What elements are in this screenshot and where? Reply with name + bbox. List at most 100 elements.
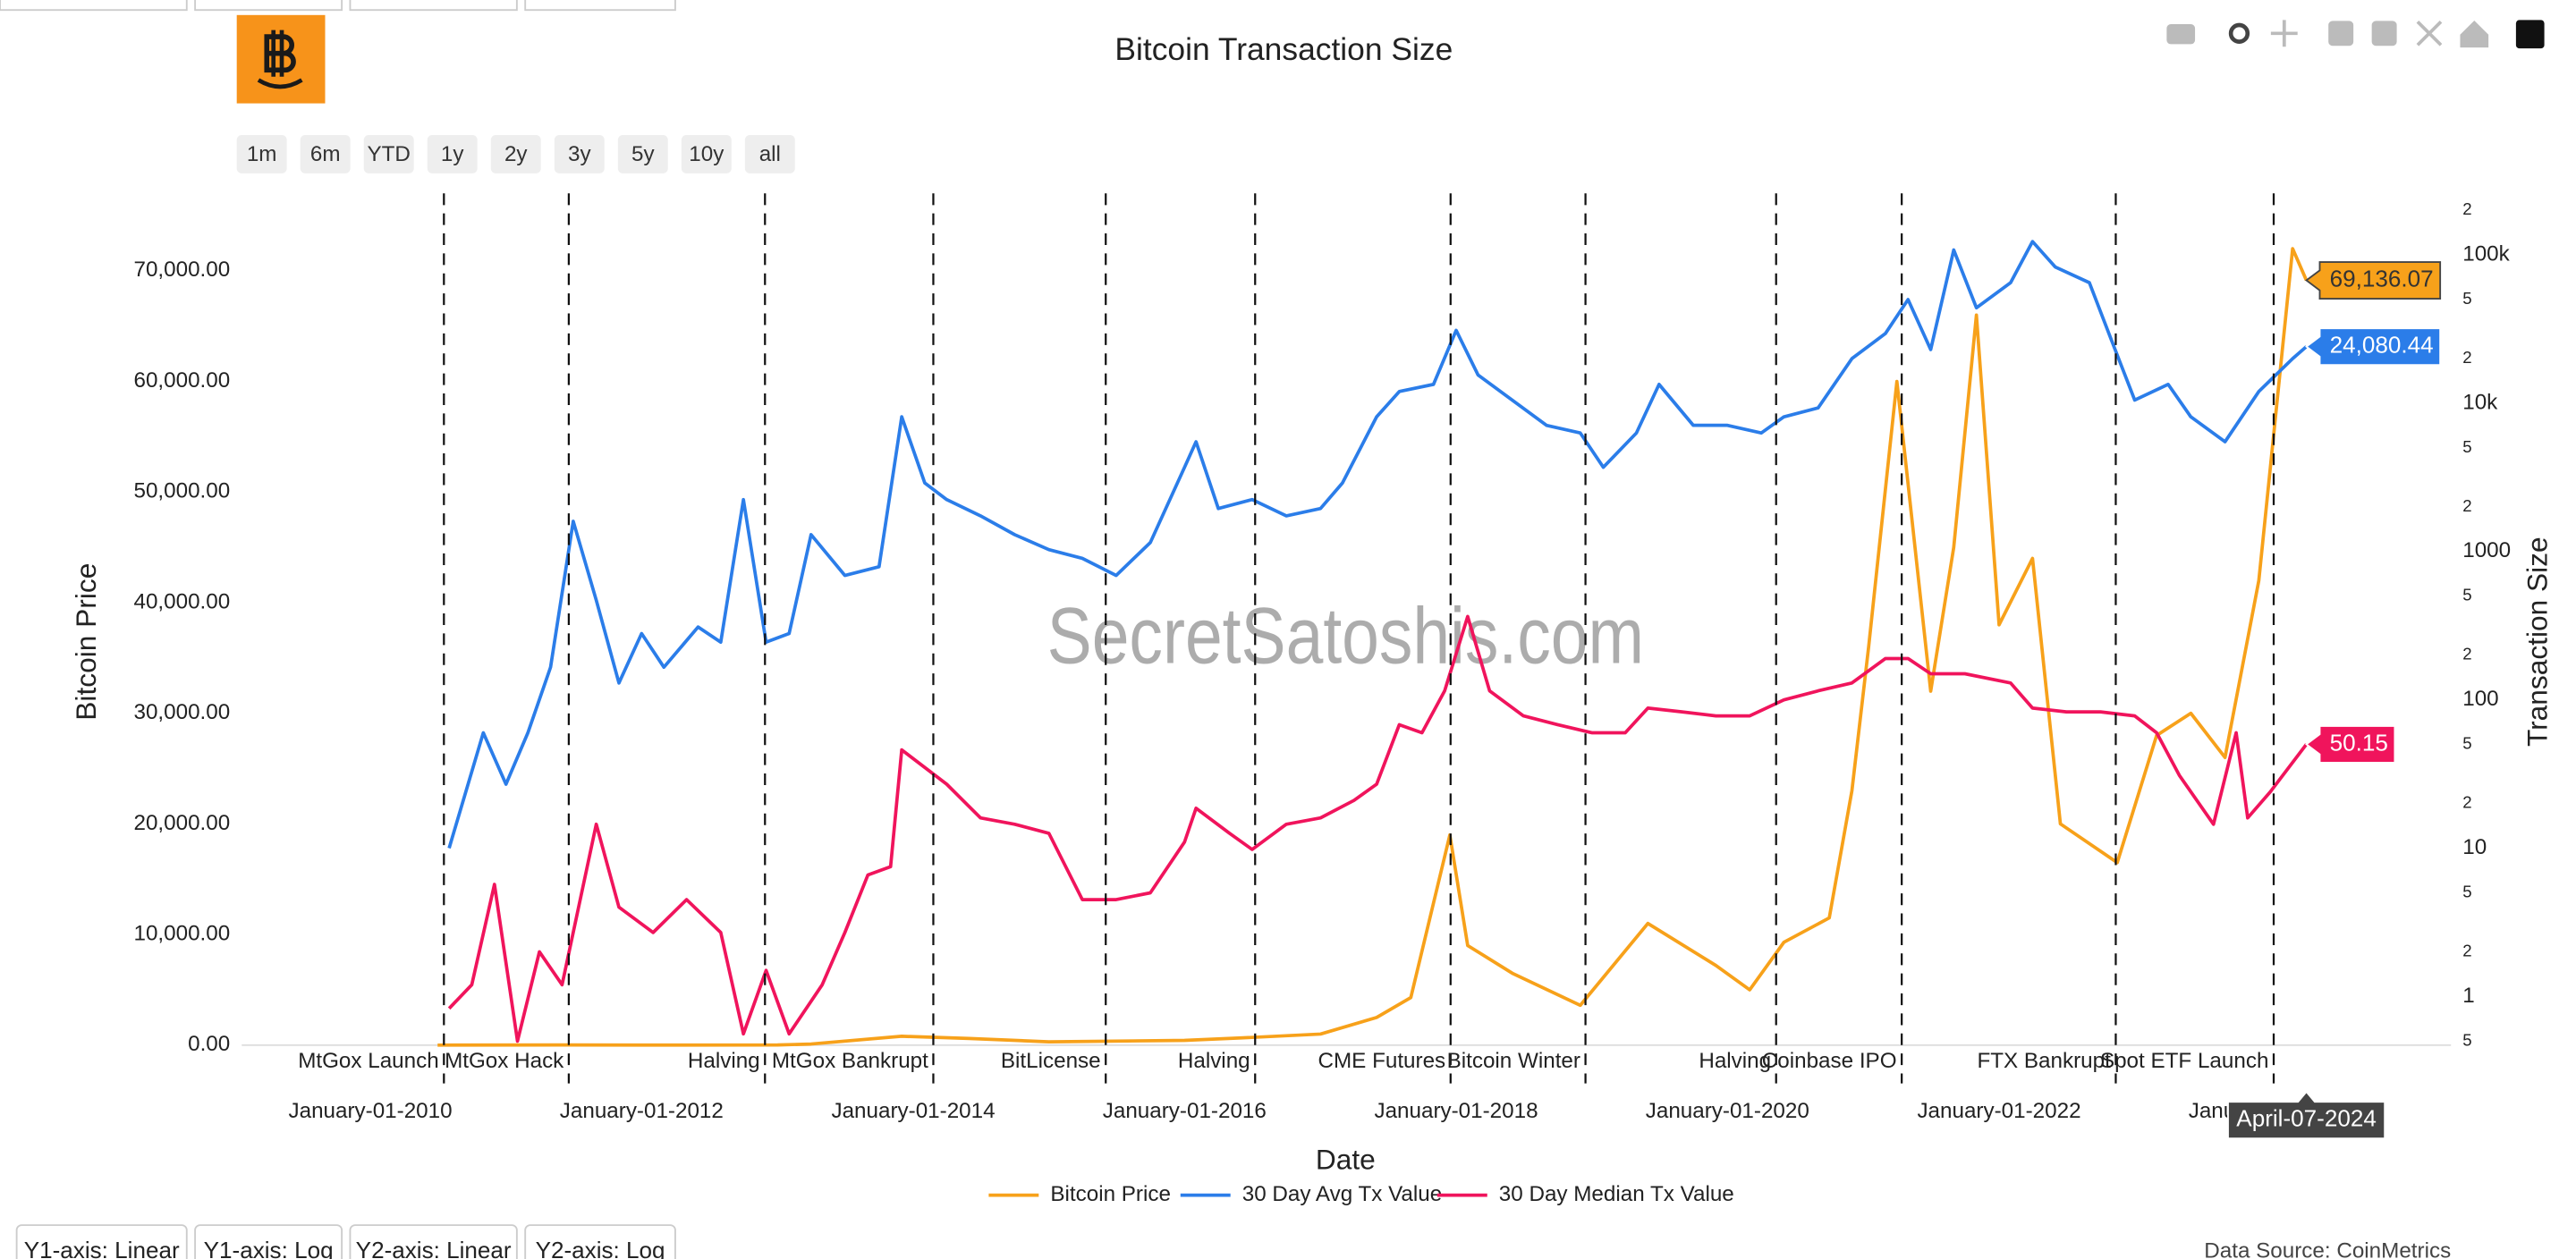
y2-tick-label: 2 [2462,645,2471,663]
hover-value: 24,080.44 [2330,332,2434,359]
range-button-label[interactable]: 1m [247,142,277,166]
hover-value: 50.15 [2330,729,2388,756]
hover-label: 50.15 [2305,724,2396,764]
y2-tick-label: 2 [2462,199,2471,218]
series-line [447,240,2308,849]
y2-tick-label: 1 [2462,984,2474,1008]
y2-tick-label: 5 [2462,437,2471,456]
axis-button[interactable] [349,1224,518,1259]
event-label: FTX Bankrupt [1977,1049,2111,1073]
y2-axis-title: Transaction Size [2521,537,2553,747]
y2-tick-label: 5 [2462,734,2471,753]
axis-button[interactable] [524,1224,676,1259]
y2-tick-label: 5 [2462,586,2471,604]
event-label: Halving [1699,1049,1771,1073]
x-tick-label: January-01-2014 [831,1099,995,1123]
y2-tick-label: 5 [2462,882,2471,900]
range-button[interactable] [363,135,414,173]
range-button[interactable] [300,135,351,173]
range-button-label[interactable]: 6m [310,142,341,166]
y-tick-label: 50,000.00 [133,479,230,503]
series-line [437,247,2309,1047]
range-button-label[interactable]: 1y [441,142,464,166]
pan-icon[interactable] [2270,20,2298,47]
legend-label: 30 Day Median Tx Value [1499,1182,1734,1206]
event-label: MtGox Hack [445,1049,564,1073]
camera-icon[interactable] [2166,24,2196,45]
range-button[interactable] [427,135,478,173]
watermark: SecretSatoshis.com [1047,590,1644,680]
x-tick-label: January-01-2012 [560,1099,724,1123]
y-tick-label: 40,000.00 [133,589,230,613]
event-label: MtGox Launch [298,1049,439,1073]
event-label: BitLicense [1001,1049,1101,1073]
x-tick-label: January-01-2010 [288,1099,452,1123]
top-tab[interactable] [349,0,518,12]
legend-label: 30 Day Avg Tx Value [1242,1182,1443,1206]
chart-title: Bitcoin Transaction Size [1114,31,1453,67]
hover-value: 69,136.07 [2330,265,2434,292]
hover-box [2305,261,2442,300]
y2-tick-label: 100 [2462,687,2498,711]
hover-box [2305,724,2396,764]
y2-tick-label: 1000 [2462,538,2511,562]
y2-tick-label: 2 [2462,941,2471,959]
legend-label: Bitcoin Price [1050,1182,1171,1206]
logo [236,14,326,104]
range-button[interactable] [744,135,795,173]
range-button-label[interactable]: all [759,142,781,166]
range-button[interactable] [681,135,732,173]
zoom-out-icon[interactable] [2371,21,2397,46]
range-button-label[interactable]: 2y [504,142,528,166]
top-tab[interactable] [524,0,676,12]
y2-tick-label: 100k [2462,242,2510,266]
y2-tick-label: 10k [2462,390,2498,414]
range-button[interactable] [236,135,287,173]
zoom-icon[interactable] [2228,22,2250,44]
range-button-label[interactable]: YTD [367,142,410,166]
reset-icon[interactable] [2460,20,2489,48]
axis-button-label[interactable]: Y2-axis: Linear [356,1237,512,1259]
y-tick-label: 20,000.00 [133,811,230,835]
y2-tick-label: 2 [2462,793,2471,812]
axis-button-label[interactable]: Y1-axis: Log [204,1237,334,1259]
range-button-label[interactable]: 10y [689,142,724,166]
data-source: Data Source: CoinMetrics [2204,1238,2451,1259]
event-label: MtGox Bankrupt [772,1049,928,1073]
event-label: CME Futures [1318,1049,1446,1073]
axis-button[interactable] [15,1224,188,1259]
axis-button-label[interactable]: Y1-axis: Linear [24,1237,180,1259]
hover-box [2305,327,2442,367]
x-tick-label: January-01-2022 [1917,1099,2080,1123]
y-tick-label: 0.00 [188,1032,230,1056]
event-label: Coinbase IPO [1762,1049,1897,1073]
axis-button-label[interactable]: Y2-axis: Log [536,1237,665,1259]
y-tick-label: 60,000.00 [133,368,230,393]
top-tab[interactable] [194,0,343,12]
event-label: Bitcoin Winter [1447,1049,1580,1073]
event-label: Halving [1178,1049,1250,1073]
x-tick-label: January-01-2016 [1103,1099,1267,1123]
axis-button[interactable] [194,1224,343,1259]
x-tick-label: January-01-2020 [1646,1099,1809,1123]
plotly-icon[interactable] [2515,20,2545,49]
range-button[interactable] [617,135,668,173]
zoom-in-icon[interactable] [2328,21,2354,46]
range-button[interactable] [490,135,541,173]
y2-tick-label: 2 [2462,496,2471,515]
hover-label: 24,080.44 [2305,327,2442,367]
hover-date: April-07-2024 [2227,1090,2386,1140]
y2-tick-label: 10 [2462,835,2487,859]
autoscale-icon[interactable] [2416,20,2443,46]
y-axis-title: Bitcoin Price [70,563,102,721]
top-tab[interactable] [0,0,188,12]
range-button-label[interactable]: 3y [568,142,591,166]
range-button-label[interactable]: 5y [631,142,655,166]
event-label: Spot ETF Launch [2100,1049,2268,1073]
y2-tick-label: 5 [2462,1030,2471,1049]
y2-tick-label: 2 [2462,348,2471,367]
range-button[interactable] [554,135,605,173]
y2-tick-label: 5 [2462,289,2471,308]
y-tick-label: 70,000.00 [133,258,230,282]
